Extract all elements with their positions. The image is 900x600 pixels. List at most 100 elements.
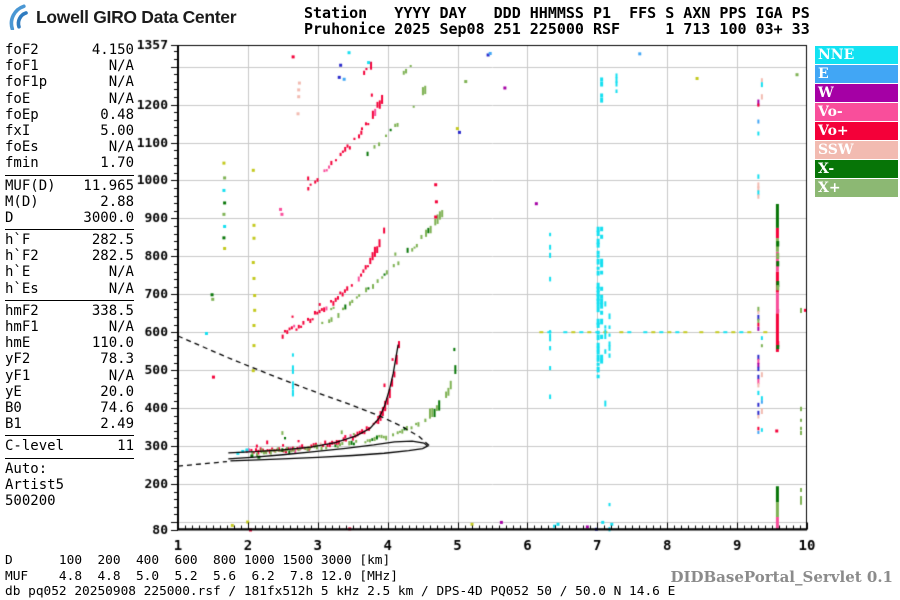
parameter-groups: foF2 4.150 foF1 N/A foF1p N/A foE N/A foEp 0.48 fx… [5, 42, 134, 509]
param-label: C-level [5, 438, 65, 455]
param-value: N/A [108, 90, 134, 107]
param-foF1: foF1 N/A [5, 58, 134, 74]
param-label: M(D) [5, 193, 39, 210]
legend-item-Vo-: Vo- [815, 103, 898, 121]
param-fxI: fxI 5.00 [5, 123, 134, 139]
param-hmF2: hmF2 338.5 [5, 303, 134, 319]
param-value: 20.0 [100, 383, 134, 400]
param-value: N/A [108, 74, 134, 91]
param-label: h`F [5, 232, 31, 249]
param-divider [5, 299, 134, 301]
legend-item-NNE: NNE [815, 46, 898, 64]
parameter-panel: foF2 4.150 foF1 N/A foF1p N/A foE N/A foEp 0.48 fx… [5, 42, 134, 509]
param-label: yE [5, 383, 22, 400]
param-M(D): M(D) 2.88 [5, 194, 134, 210]
param-yF2: yF2 78.3 [5, 351, 134, 367]
param-label: h`E [5, 264, 31, 281]
param-value: N/A [108, 319, 134, 335]
station-header-values: Pruhonice 2025 Sep08 251 225000 RSF 1 71… [304, 19, 810, 38]
param-label: foEs [5, 139, 39, 156]
param-value: 2.88 [100, 193, 134, 210]
ionogram-plot [135, 38, 825, 554]
param-value: 5.00 [100, 122, 134, 139]
servlet-version-label: DIDBasePortal_Servlet 0.1 [670, 568, 893, 586]
param-foF2: foF2 4.150 [5, 42, 134, 58]
param-label: MUF(D) [5, 177, 56, 194]
param-hmE: hmE 110.0 [5, 335, 134, 351]
param-label: B1 [5, 416, 22, 433]
param-foEp: foEp 0.48 [5, 107, 134, 123]
param-value: N/A [108, 367, 134, 384]
logo: Lowell GIRO Data Center [6, 4, 237, 30]
param-value: 11.965 [83, 177, 134, 194]
station-header-columns: Station YYYY DAY DDD HHMMSS P1 FFS S AXN… [304, 4, 810, 22]
param-foF1p: foF1p N/A [5, 74, 134, 90]
param-value: 282.5 [91, 248, 134, 265]
param-B1: B1 2.49 [5, 416, 134, 432]
param-h`F2: h`F2 282.5 [5, 248, 134, 264]
param-foEs: foEs N/A [5, 139, 134, 155]
param-label: yF1 [5, 367, 31, 384]
param-divider [5, 435, 134, 437]
param-label: hmF1 [5, 319, 39, 335]
autoscaling-label: Artist5 [5, 476, 65, 493]
param-label: h`F2 [5, 248, 39, 265]
param-h`E: h`E N/A [5, 264, 134, 280]
param-yE: yE 20.0 [5, 384, 134, 400]
app-title: Lowell GIRO Data Center [36, 6, 237, 27]
record-status-bar: db pq052 20250908 225000.rsf / 181fx512h… [5, 584, 676, 599]
param-label: hmE [5, 335, 31, 352]
giro-wave-icon [9, 4, 28, 30]
autoscaling-label: 500200 [5, 492, 56, 509]
legend-item-SSW: SSW [815, 141, 898, 159]
param-h`F: h`F 282.5 [5, 232, 134, 248]
param-value: 338.5 [91, 302, 134, 319]
param-divider [5, 457, 134, 459]
param-value: 3000.0 [83, 209, 134, 226]
legend-item-Vo+: Vo+ [815, 122, 898, 140]
param-h`Es: h`Es N/A [5, 281, 134, 297]
param-value: 282.5 [91, 232, 134, 249]
param-yF1: yF1 N/A [5, 368, 134, 384]
param-label: foF1p [5, 74, 48, 91]
param-divider [5, 174, 134, 176]
param-label: D [5, 209, 14, 226]
distance-muf-table: D 100 200 400 600 800 1000 1500 3000 [km… [5, 553, 398, 584]
autoscaling-label: Auto: [5, 460, 48, 477]
param-value: 4.150 [91, 42, 134, 58]
param-label: fxI [5, 122, 31, 139]
param-value: N/A [108, 280, 134, 297]
d-row: D 100 200 400 600 800 1000 1500 3000 [km… [5, 553, 391, 568]
param-foE: foE N/A [5, 91, 134, 107]
direction-legend: NNE E W Vo- Vo+ SSW X- X+ [815, 46, 898, 198]
param-value: 110.0 [91, 335, 134, 352]
param-label: foE [5, 90, 31, 107]
param-value: 2.49 [100, 416, 134, 433]
param-divider [5, 229, 134, 231]
param-D: D 3000.0 [5, 210, 134, 226]
param-value: 1.70 [100, 155, 134, 172]
param-label: foF2 [5, 42, 39, 58]
param-label: hmF2 [5, 302, 39, 319]
param-value: N/A [108, 139, 134, 156]
param-B0: B0 74.6 [5, 400, 134, 416]
muf-row: MUF 4.8 4.8 5.0 5.2 5.6 6.2 7.8 12.0 [MH… [5, 568, 398, 584]
param-hmF1: hmF1 N/A [5, 319, 134, 335]
param-value: 74.6 [100, 399, 134, 416]
param-value: 11 [117, 438, 134, 455]
param-value: N/A [108, 58, 134, 75]
param-value: 0.48 [100, 106, 134, 123]
param-label: B0 [5, 399, 22, 416]
station-header: Station YYYY DAY DDD HHMMSS P1 FFS S AXN… [304, 4, 810, 38]
param-label: yF2 [5, 351, 31, 368]
param-fmin: fmin 1.70 [5, 155, 134, 171]
param-label: h`Es [5, 280, 39, 297]
param-MUF(D): MUF(D) 11.965 [5, 178, 134, 194]
param-label: fmin [5, 155, 39, 172]
param-value: N/A [108, 264, 134, 281]
param-C-level: C-level 11 [5, 438, 134, 454]
param-label: foF1 [5, 58, 39, 75]
legend-item-E: E [815, 65, 898, 83]
legend-item-X+: X+ [815, 179, 898, 197]
